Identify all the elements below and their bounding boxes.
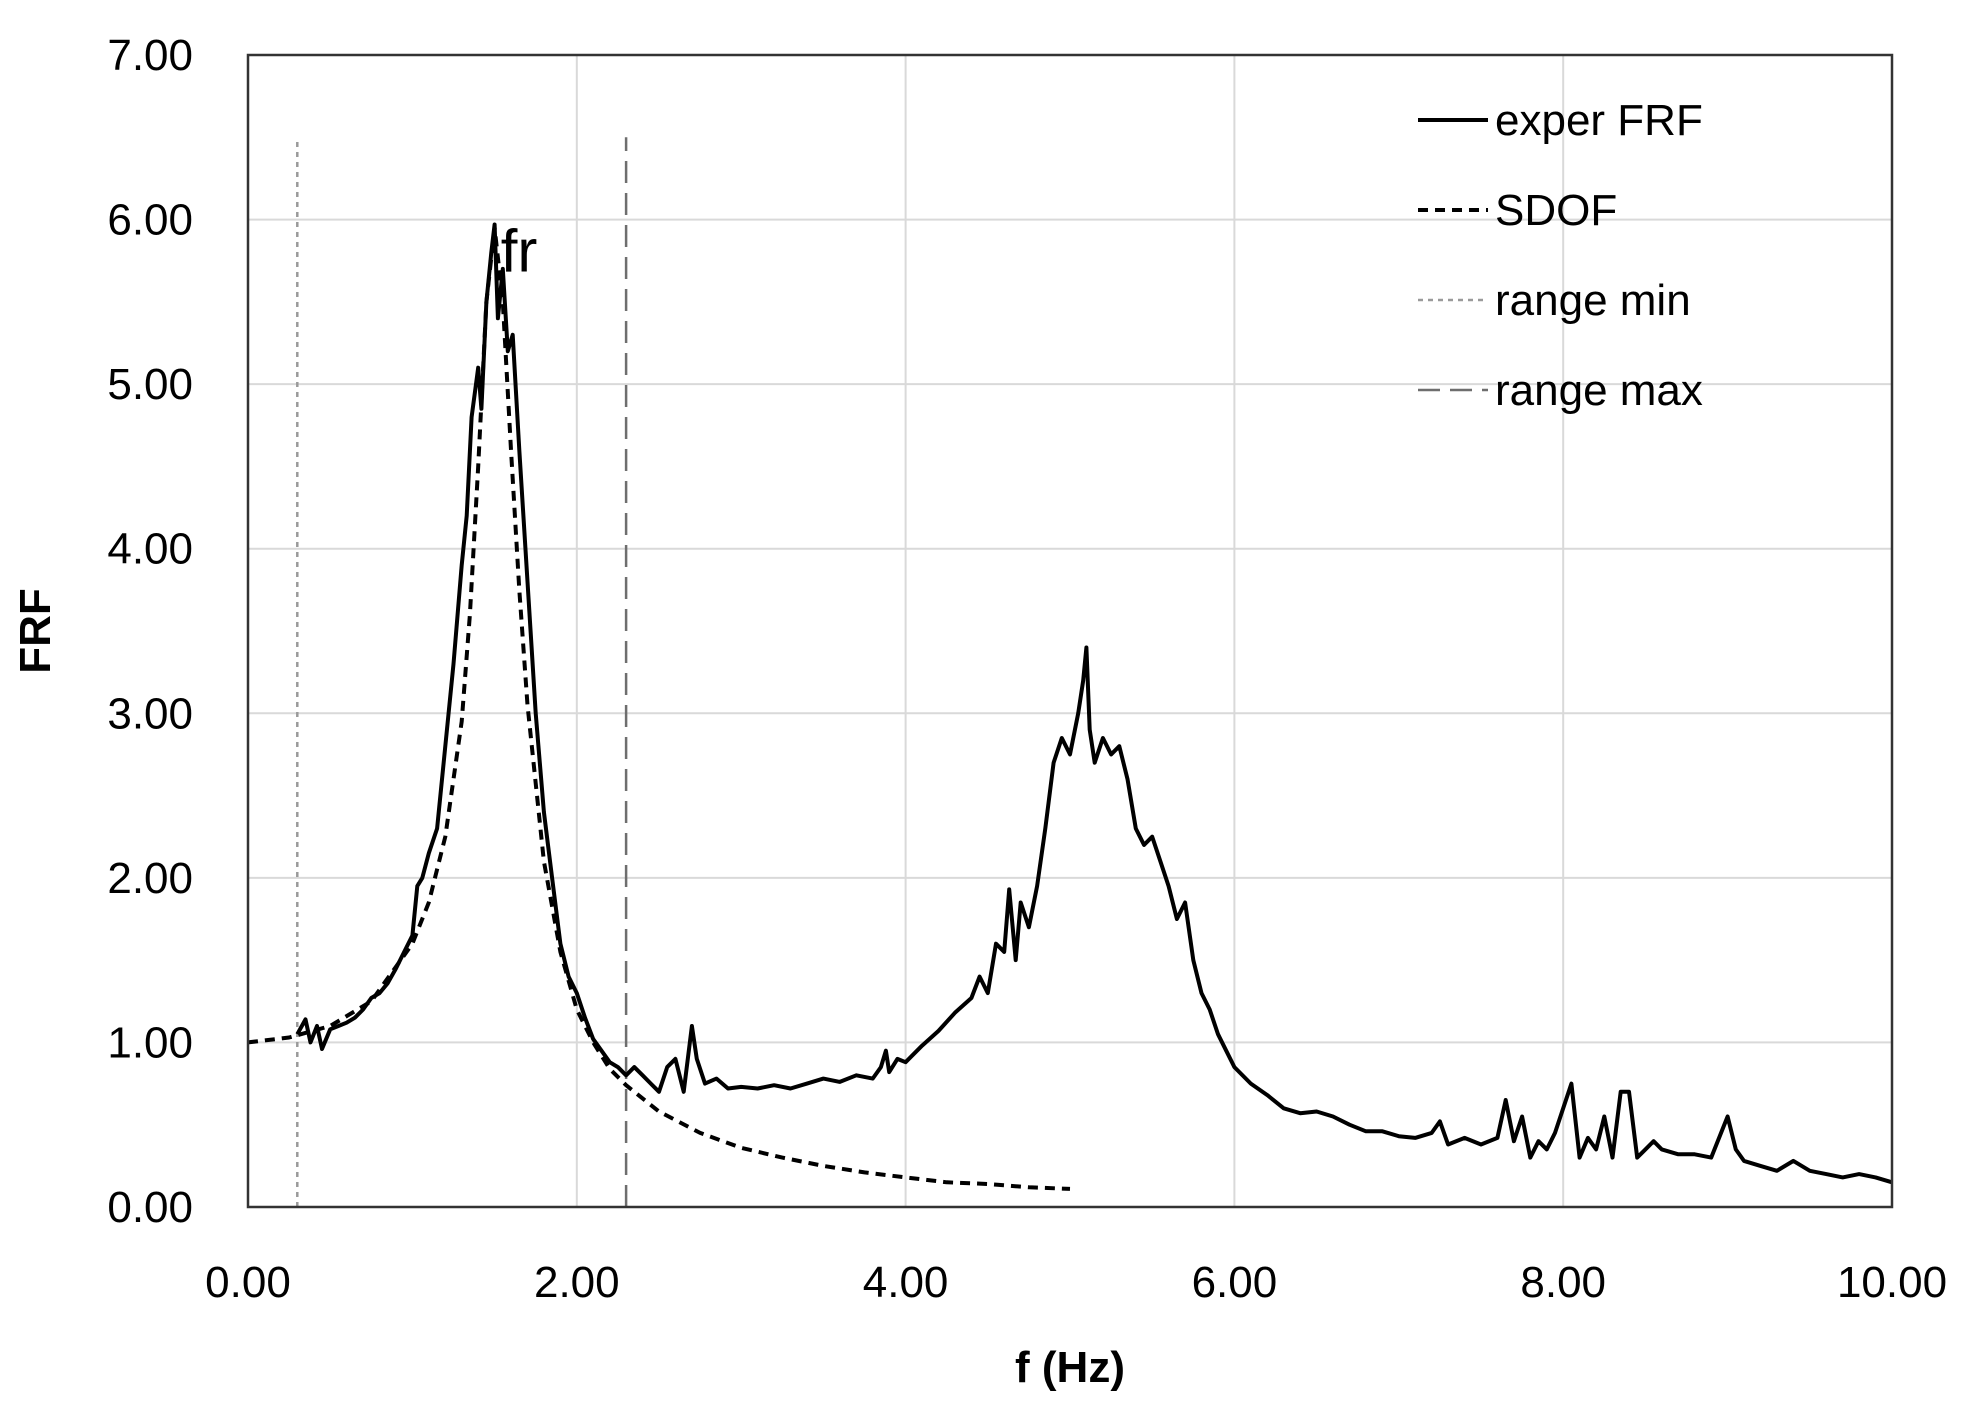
legend-label: SDOF xyxy=(1495,186,1617,235)
y-tick-label: 3.00 xyxy=(107,689,193,738)
series-line-sdof xyxy=(247,225,1071,1191)
x-tick-label: 2.00 xyxy=(534,1258,620,1307)
y-tick-label: 1.00 xyxy=(107,1018,193,1067)
y-tick-label: 7.00 xyxy=(107,31,193,80)
legend: exper FRF SDOF range min range max xyxy=(1418,96,1703,415)
tick-labels: 0.00 1.00 2.00 3.00 4.00 5.00 6.00 7.00 0.00 2.00… xyxy=(107,31,1947,1307)
legend-label: exper FRF xyxy=(1495,96,1703,145)
y-tick-label: 0.00 xyxy=(107,1183,193,1232)
y-tick-label: 5.00 xyxy=(107,360,193,409)
x-tick-label: 6.00 xyxy=(1192,1258,1278,1307)
y-tick-label: 6.00 xyxy=(107,196,193,245)
x-tick-label: 4.00 xyxy=(863,1258,949,1307)
series-line-exper-frf xyxy=(295,222,1893,1185)
legend-label: range min xyxy=(1495,276,1691,325)
y-tick-label: 4.00 xyxy=(107,525,193,574)
x-axis-title: f (Hz) xyxy=(1015,1343,1125,1392)
x-tick-label: 8.00 xyxy=(1520,1258,1606,1307)
plot-area-border xyxy=(246,53,1894,1209)
annotation-fr: fr xyxy=(501,217,538,284)
series-layer xyxy=(247,137,1893,1207)
y-axis-title: FRF xyxy=(11,588,60,674)
y-tick-label: 2.00 xyxy=(107,854,193,903)
x-tick-label: 10.00 xyxy=(1837,1258,1947,1307)
x-tick-label: 0.00 xyxy=(205,1258,291,1307)
legend-label: range max xyxy=(1495,366,1703,415)
